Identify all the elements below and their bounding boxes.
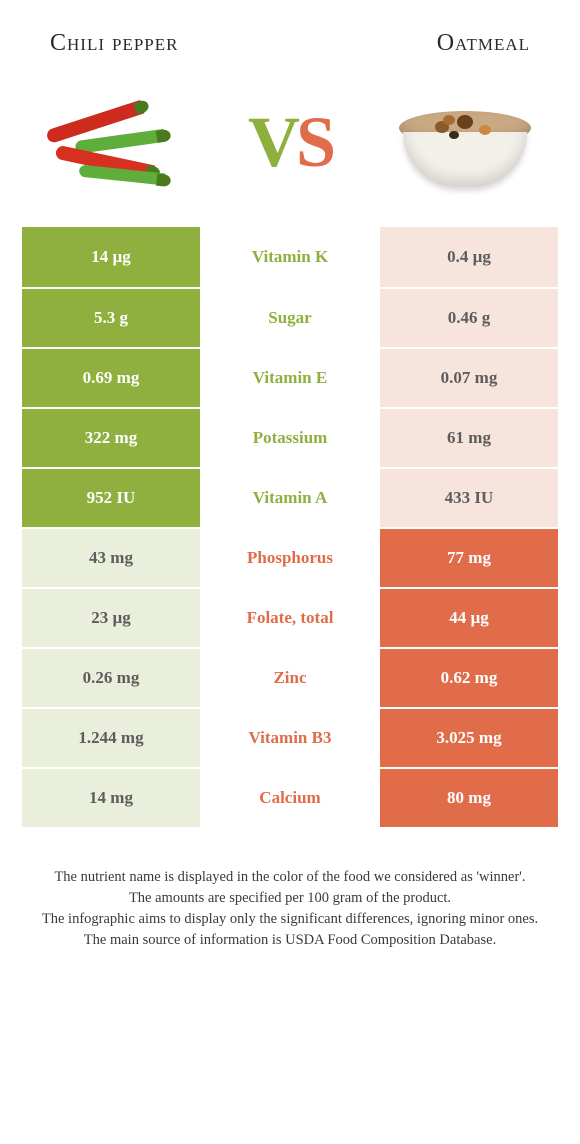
table-row: 5.3 gSugar0.46 g [22, 287, 558, 347]
vs-s: S [296, 102, 332, 182]
table-row: 14 mgCalcium80 mg [22, 767, 558, 827]
table-row: 43 mgPhosphorus77 mg [22, 527, 558, 587]
nutrient-name-cell: Vitamin K [200, 227, 380, 287]
right-value-cell: 0.07 mg [380, 349, 558, 407]
header: Chili pepper Oatmeal [0, 0, 580, 77]
left-food-title: Chili pepper [50, 30, 178, 57]
vs-label: VS [248, 101, 332, 184]
right-value-cell: 3.025 mg [380, 709, 558, 767]
left-value-cell: 14 mg [22, 769, 200, 827]
chili-pepper-image [35, 87, 195, 197]
left-value-cell: 43 mg [22, 529, 200, 587]
table-row: 0.26 mgZinc0.62 mg [22, 647, 558, 707]
left-value-cell: 322 mg [22, 409, 200, 467]
nutrient-name-cell: Phosphorus [200, 529, 380, 587]
table-row: 322 mgPotassium61 mg [22, 407, 558, 467]
table-row: 952 IUVitamin A433 IU [22, 467, 558, 527]
nutrient-name-cell: Potassium [200, 409, 380, 467]
oatmeal-image [385, 87, 545, 197]
right-value-cell: 0.46 g [380, 289, 558, 347]
left-value-cell: 14 µg [22, 227, 200, 287]
table-row: 23 µgFolate, total44 µg [22, 587, 558, 647]
images-row: VS [0, 77, 580, 227]
table-row: 0.69 mgVitamin E0.07 mg [22, 347, 558, 407]
nutrient-name-cell: Zinc [200, 649, 380, 707]
nutrient-name-cell: Vitamin A [200, 469, 380, 527]
right-value-cell: 44 µg [380, 589, 558, 647]
left-value-cell: 5.3 g [22, 289, 200, 347]
left-value-cell: 1.244 mg [22, 709, 200, 767]
table-row: 1.244 mgVitamin B33.025 mg [22, 707, 558, 767]
nutrient-name-cell: Sugar [200, 289, 380, 347]
footer-line: The infographic aims to display only the… [24, 909, 556, 930]
nutrient-name-cell: Vitamin B3 [200, 709, 380, 767]
right-food-title: Oatmeal [437, 30, 530, 57]
vs-v: V [248, 102, 296, 182]
nutrient-name-cell: Vitamin E [200, 349, 380, 407]
left-value-cell: 23 µg [22, 589, 200, 647]
footer-line: The main source of information is USDA F… [24, 930, 556, 951]
left-value-cell: 952 IU [22, 469, 200, 527]
footer-line: The amounts are specified per 100 gram o… [24, 888, 556, 909]
nutrient-name-cell: Calcium [200, 769, 380, 827]
right-value-cell: 80 mg [380, 769, 558, 827]
comparison-table: 14 µgVitamin K0.4 µg5.3 gSugar0.46 g0.69… [22, 227, 558, 827]
right-value-cell: 61 mg [380, 409, 558, 467]
footer-line: The nutrient name is displayed in the co… [24, 867, 556, 888]
right-value-cell: 0.4 µg [380, 227, 558, 287]
right-value-cell: 77 mg [380, 529, 558, 587]
left-value-cell: 0.26 mg [22, 649, 200, 707]
footer-notes: The nutrient name is displayed in the co… [0, 827, 580, 951]
right-value-cell: 433 IU [380, 469, 558, 527]
nutrient-name-cell: Folate, total [200, 589, 380, 647]
table-row: 14 µgVitamin K0.4 µg [22, 227, 558, 287]
right-value-cell: 0.62 mg [380, 649, 558, 707]
left-value-cell: 0.69 mg [22, 349, 200, 407]
